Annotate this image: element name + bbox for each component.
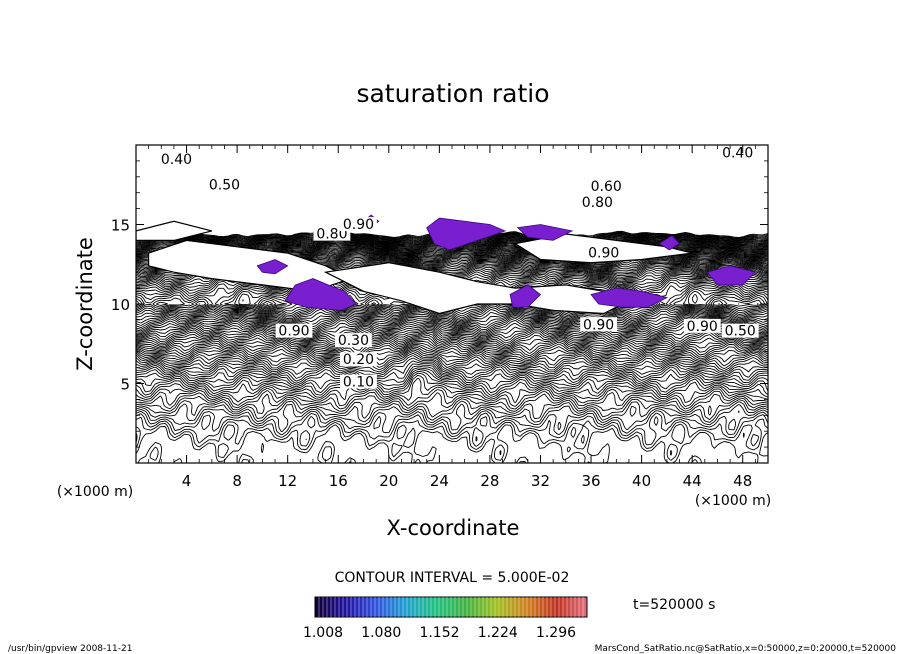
x-tick-label: 32 <box>531 472 550 490</box>
contour-label-bg <box>335 333 372 348</box>
colorbar-tick-label: 1.152 <box>419 625 459 641</box>
supersat-region <box>148 239 353 292</box>
contour-line <box>136 232 768 442</box>
contour-label-bg <box>340 217 377 232</box>
y-tick-label: 10 <box>111 296 130 314</box>
chart-title: saturation ratio <box>356 79 549 108</box>
contour-label: 0.80 <box>316 227 347 243</box>
x-tick-label: 44 <box>683 472 702 490</box>
colorbar-ticks: 1.008 1.080 1.152 1.224 1.296 <box>303 625 576 641</box>
contour-label-bg <box>578 194 616 209</box>
contour-label: 0.90 <box>278 324 309 340</box>
x-tick-label: 16 <box>329 472 348 490</box>
contour-label: 0.90 <box>588 246 619 262</box>
x-tick-label: 4 <box>182 472 192 490</box>
colorbar-tick-label: 1.224 <box>478 625 518 641</box>
contour-label-bg <box>719 145 757 160</box>
time-label: t=520000 s <box>633 597 715 613</box>
shaded-region <box>658 235 681 251</box>
contour-label: 0.10 <box>343 375 374 391</box>
contour-label: 0.90 <box>583 317 614 333</box>
supersat-region <box>323 262 631 315</box>
contour-label-bg <box>721 323 759 338</box>
shaded-region <box>516 224 574 241</box>
x-unit-label-left: (×1000 m) <box>57 484 133 500</box>
colorbar-tick-label: 1.296 <box>536 625 576 641</box>
supersat-region <box>136 220 212 241</box>
contour-label: 0.60 <box>591 179 622 195</box>
x-tick-label: 24 <box>430 472 449 490</box>
x-tick-label: 28 <box>480 472 499 490</box>
contour-label-bg <box>275 323 313 338</box>
shaded-region <box>256 259 289 275</box>
footer-right: MarsCond_SatRatio.nc@SatRatio,x=0:50000,… <box>595 644 897 654</box>
x-tick-label: 40 <box>632 472 651 490</box>
contour-line <box>262 300 721 307</box>
contour-label-bg <box>580 317 618 332</box>
contour-label: 0.30 <box>338 333 369 349</box>
contour-label-bg <box>158 151 195 166</box>
y-tick-label: 15 <box>111 217 130 235</box>
x-tick-label: 8 <box>232 472 242 490</box>
x-tick-label: 36 <box>581 472 600 490</box>
contour-label: 0.50 <box>209 177 240 193</box>
contour-label-bg <box>340 374 377 389</box>
plot-area: 0.100.200.300.40 0.400.500.500.600.800.80… <box>111 144 769 490</box>
shaded-region <box>284 278 357 311</box>
y-axis-label: Z-coordinate <box>73 237 97 371</box>
footer-left: /usr/bin/gpview 2008-11-21 <box>8 644 132 654</box>
x-tick-label: 20 <box>379 472 398 490</box>
colorbar-tick-label: 1.080 <box>361 625 401 641</box>
shaded-region <box>706 265 757 286</box>
x-axis-label: X-coordinate <box>387 516 520 540</box>
x-tick-label: 48 <box>733 472 752 490</box>
contour-label: 0.20 <box>343 352 374 368</box>
contour-line <box>136 274 768 326</box>
shaded-region <box>590 287 669 308</box>
colorbar-stripes <box>318 597 584 617</box>
contour-line <box>266 303 269 305</box>
x-tick-label: 12 <box>278 472 297 490</box>
contour-line <box>136 277 768 323</box>
contour-label-bg <box>340 352 377 367</box>
contour-label-bg <box>585 245 623 260</box>
contour-label: 0.40 <box>722 146 753 162</box>
contour-label-bg <box>206 177 243 192</box>
contour-label: 0.50 <box>725 324 756 340</box>
contour-label: 0.40 <box>161 152 192 168</box>
x-unit-label-right: (×1000 m) <box>695 493 771 509</box>
contour-line <box>136 234 768 421</box>
contour-interval-label: CONTOUR INTERVAL = 5.000E-02 <box>335 570 570 586</box>
colorbar: 1.008 1.080 1.152 1.224 1.296 <box>303 596 588 641</box>
contour-line <box>136 237 768 404</box>
contour-label-bg <box>683 318 721 333</box>
contour-label: 0.80 <box>582 195 613 211</box>
shaded-region <box>426 217 507 251</box>
shaded-region <box>509 284 542 308</box>
contour-labels: 0.100.200.300.40 0.400.500.500.600.800.80… <box>158 145 759 391</box>
contour-line <box>136 236 768 410</box>
contour-label: 0.90 <box>343 217 374 233</box>
colorbar-tick-label: 1.008 <box>303 625 343 641</box>
contour-label-bg <box>587 178 625 193</box>
contour-label: 0.90 <box>687 319 718 335</box>
y-tick-label: 5 <box>120 376 130 394</box>
